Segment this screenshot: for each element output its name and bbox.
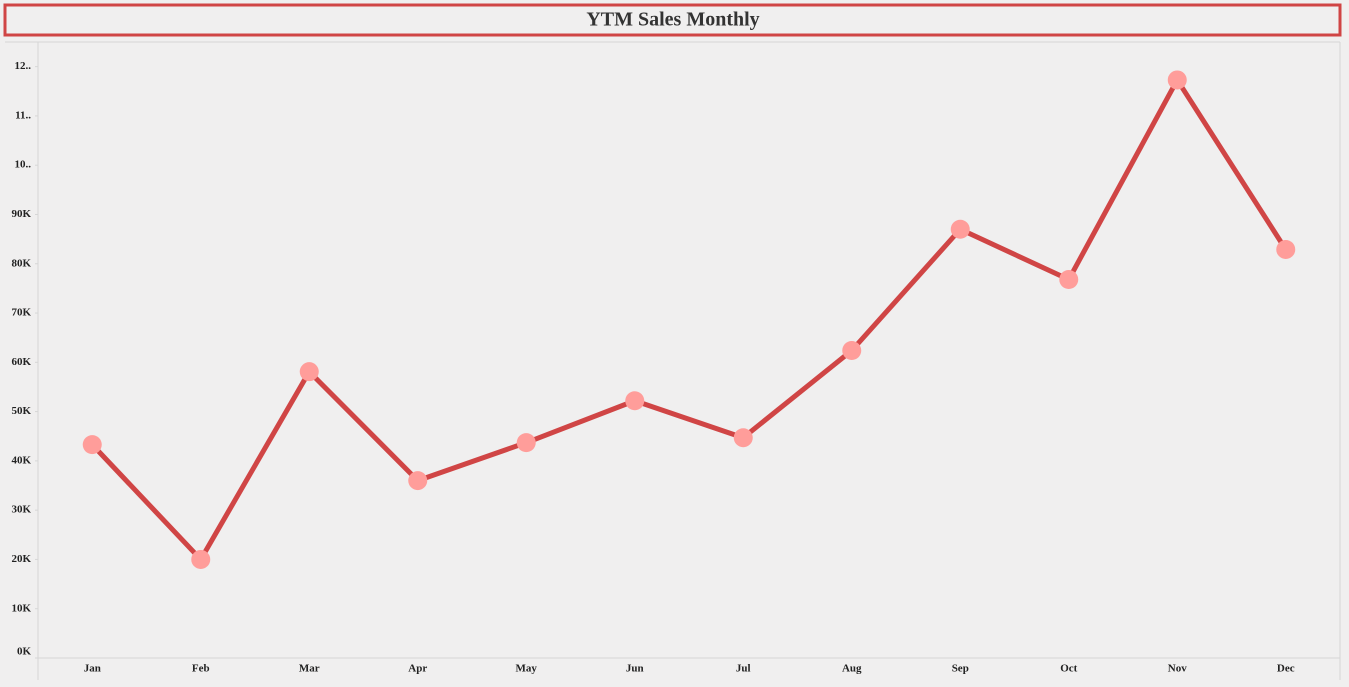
y-tick-label: 0K	[17, 646, 32, 658]
point-marker	[1276, 239, 1296, 259]
series-line	[90, 77, 1288, 562]
x-tick-label: Dec	[1277, 663, 1295, 675]
x-tick-label: Aug	[842, 663, 862, 675]
y-tick-label: 10..	[15, 159, 32, 171]
point-marker	[408, 471, 428, 491]
point-marker	[950, 219, 970, 239]
x-tick-label: May	[516, 663, 538, 675]
point-marker	[625, 391, 645, 411]
title-box	[3, 3, 1342, 37]
chart-title: YTM Sales Monthly	[586, 9, 759, 31]
x-tick-label: Feb	[192, 663, 210, 675]
y-tick-label: 12..	[15, 60, 32, 72]
point-marker	[1167, 70, 1187, 90]
y-tick-label: 11..	[15, 109, 31, 121]
y-tick-label: 90K	[11, 208, 31, 220]
x-tick-label: Sep	[952, 663, 969, 675]
point-marker	[191, 549, 211, 569]
y-tick-label: 40K	[11, 454, 31, 466]
y-tick-label: 80K	[11, 257, 31, 269]
x-tick-label: Apr	[408, 663, 427, 675]
x-tick-label: Jul	[736, 663, 751, 675]
x-tick-label: Oct	[1060, 663, 1077, 675]
y-tick-label: 10K	[11, 602, 31, 614]
point-marker	[1059, 270, 1079, 290]
point-marker	[733, 428, 753, 448]
x-tick-label: Jan	[84, 663, 101, 675]
x-tick-label: Mar	[299, 663, 320, 675]
y-tick-label: 30K	[11, 504, 31, 516]
point-marker	[516, 433, 536, 453]
point-marker	[82, 435, 102, 455]
x-tick-label: Jun	[626, 663, 644, 675]
y-tick-label: 70K	[11, 307, 31, 319]
point-marker	[842, 340, 862, 360]
y-tick-label: 60K	[11, 356, 31, 368]
point-marker	[299, 362, 319, 382]
y-tick-label: 20K	[11, 553, 31, 565]
x-tick-label: Nov	[1168, 663, 1187, 675]
y-tick-label: 50K	[11, 405, 31, 417]
